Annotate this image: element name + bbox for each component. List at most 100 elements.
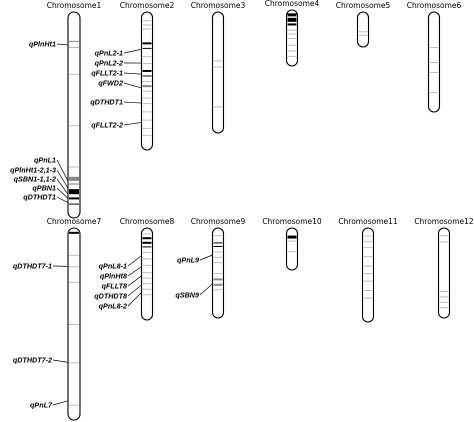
qtl-label: qFLLT8: [102, 282, 127, 291]
chromosome-band: [213, 289, 223, 291]
chromosome-band: [142, 97, 152, 99]
chromosome-5: Chromosome5: [336, 1, 391, 48]
chromosome-band: [363, 280, 373, 282]
chromosome-band: [142, 111, 152, 113]
chromosome-band: [213, 106, 223, 108]
chromosome-band: [213, 262, 223, 264]
qtl-leader-line: [199, 254, 213, 261]
chromosome-title: Chromosome11: [338, 217, 398, 226]
chromosome-title: Chromosome10: [262, 217, 322, 226]
chromosome-band: [69, 176, 79, 181]
chromosome-band: [142, 294, 152, 296]
chromosome-band: [69, 166, 79, 168]
chromosome-band: [69, 324, 79, 325]
chromosome-band: [142, 241, 152, 244]
chromosome-title: Chromosome4: [265, 0, 320, 8]
chromosome-band: [69, 125, 79, 127]
chromosome-1: Chromosome1 qPlnHt1 qPnL1qPlnHt1-2,1-3qSBN…: [10, 1, 102, 219]
qtl-label: qPnL7: [30, 401, 53, 410]
chromosome-title: Chromosome3: [191, 1, 246, 10]
chromosome-band: [142, 90, 152, 92]
chromosome-band: [142, 47, 152, 49]
qtl-leader-line: [123, 48, 142, 54]
chromosome-10: Chromosome10: [262, 217, 322, 271]
chromosome-band: [429, 92, 439, 93]
qtl-leader-line: [127, 292, 142, 307]
qtl-label: qPnL1: [34, 156, 56, 165]
chromosome-band: [287, 38, 297, 39]
qtl-leader-line: [127, 275, 142, 287]
chromosome-title: Chromosome12: [414, 217, 474, 226]
chromosome-band: [363, 235, 373, 237]
chromosome-band: [213, 278, 223, 281]
qtl-leader-line: [123, 82, 142, 89]
qtl-label: qDTHDT7-2: [13, 356, 52, 365]
chromosome-band: [142, 69, 152, 72]
qtl-leader-line: [123, 101, 142, 104]
chromosome-11: Chromosome11: [338, 217, 398, 323]
qtl-leader-line: [56, 196, 69, 203]
qtl-label: qSBN9: [175, 291, 199, 300]
chromosome-band: [142, 258, 152, 260]
chromosome-title: Chromosome2: [120, 1, 175, 10]
chromosome-band: [142, 42, 152, 45]
chromosome-band: [142, 237, 152, 240]
chromosome-band: [142, 134, 152, 136]
chromosome-title: Chromosome5: [336, 1, 391, 10]
chromosome-band: [287, 13, 297, 17]
chromosome-band: [69, 189, 79, 195]
qtl-leader-line: [123, 122, 142, 126]
chromosome-band: [287, 23, 297, 26]
chromosome-band: [142, 24, 152, 26]
chromosome-title: Chromosome6: [407, 1, 462, 10]
qtl-leader-line: [52, 400, 69, 406]
qtl-leader-line: [56, 159, 69, 182]
chromosome-band: [287, 17, 297, 22]
qtl-label: qPnL8-1: [99, 262, 127, 271]
chromosome-band: [142, 246, 152, 248]
chromosome-band: [363, 265, 373, 267]
chromosome-band: [142, 85, 152, 88]
qtl-leader-line: [56, 43, 69, 46]
chromosome-band: [439, 241, 449, 243]
chromosome-band: [287, 50, 297, 52]
chromosome-band: [363, 297, 373, 299]
chromosome-band: [213, 242, 223, 244]
chromosome-band: [142, 81, 152, 82]
chromosome-band: [213, 251, 223, 253]
chromosome-body: [67, 11, 81, 219]
chromosome-band: [69, 47, 79, 49]
qtl-label: qDTHDT1: [23, 193, 56, 202]
chromosome-band: [287, 235, 297, 239]
chromosome-band: [69, 266, 79, 268]
qtl-label: qPnL8-2: [99, 302, 127, 311]
chromosome-band: [439, 291, 449, 292]
chromosome-band: [142, 283, 152, 285]
chromosome-band: [142, 28, 152, 30]
chromosome-band: [429, 72, 439, 73]
chromosome-band: [213, 283, 223, 286]
chromosome-band: [69, 73, 79, 75]
chromosome-band: [142, 251, 152, 253]
chromosome-band: [287, 55, 297, 57]
qtl-label: qFLLT2-1: [91, 69, 123, 78]
chromosome-body: [211, 11, 225, 134]
chromosome-band: [142, 56, 152, 58]
chromosome-6: Chromosome6: [407, 1, 462, 113]
chromosome-band: [287, 29, 297, 31]
qtl-leader-line: [56, 178, 69, 195]
chromosome-band: [69, 197, 79, 200]
chromosome-band: [363, 256, 373, 258]
chromosome-band: [142, 103, 152, 105]
qtl-label: qPlnHt1-2,1-3: [10, 166, 56, 175]
chromosome-band: [69, 362, 79, 364]
qtl-label: qPBN1: [32, 184, 56, 193]
chromosome-band: [69, 231, 79, 234]
chromosome-band: [213, 273, 223, 274]
chromosome-band: [287, 33, 297, 35]
chromosome-title: Chromosome1: [47, 1, 102, 10]
chromosome-band: [213, 60, 223, 62]
chromosome-3: Chromosome3: [191, 1, 246, 134]
